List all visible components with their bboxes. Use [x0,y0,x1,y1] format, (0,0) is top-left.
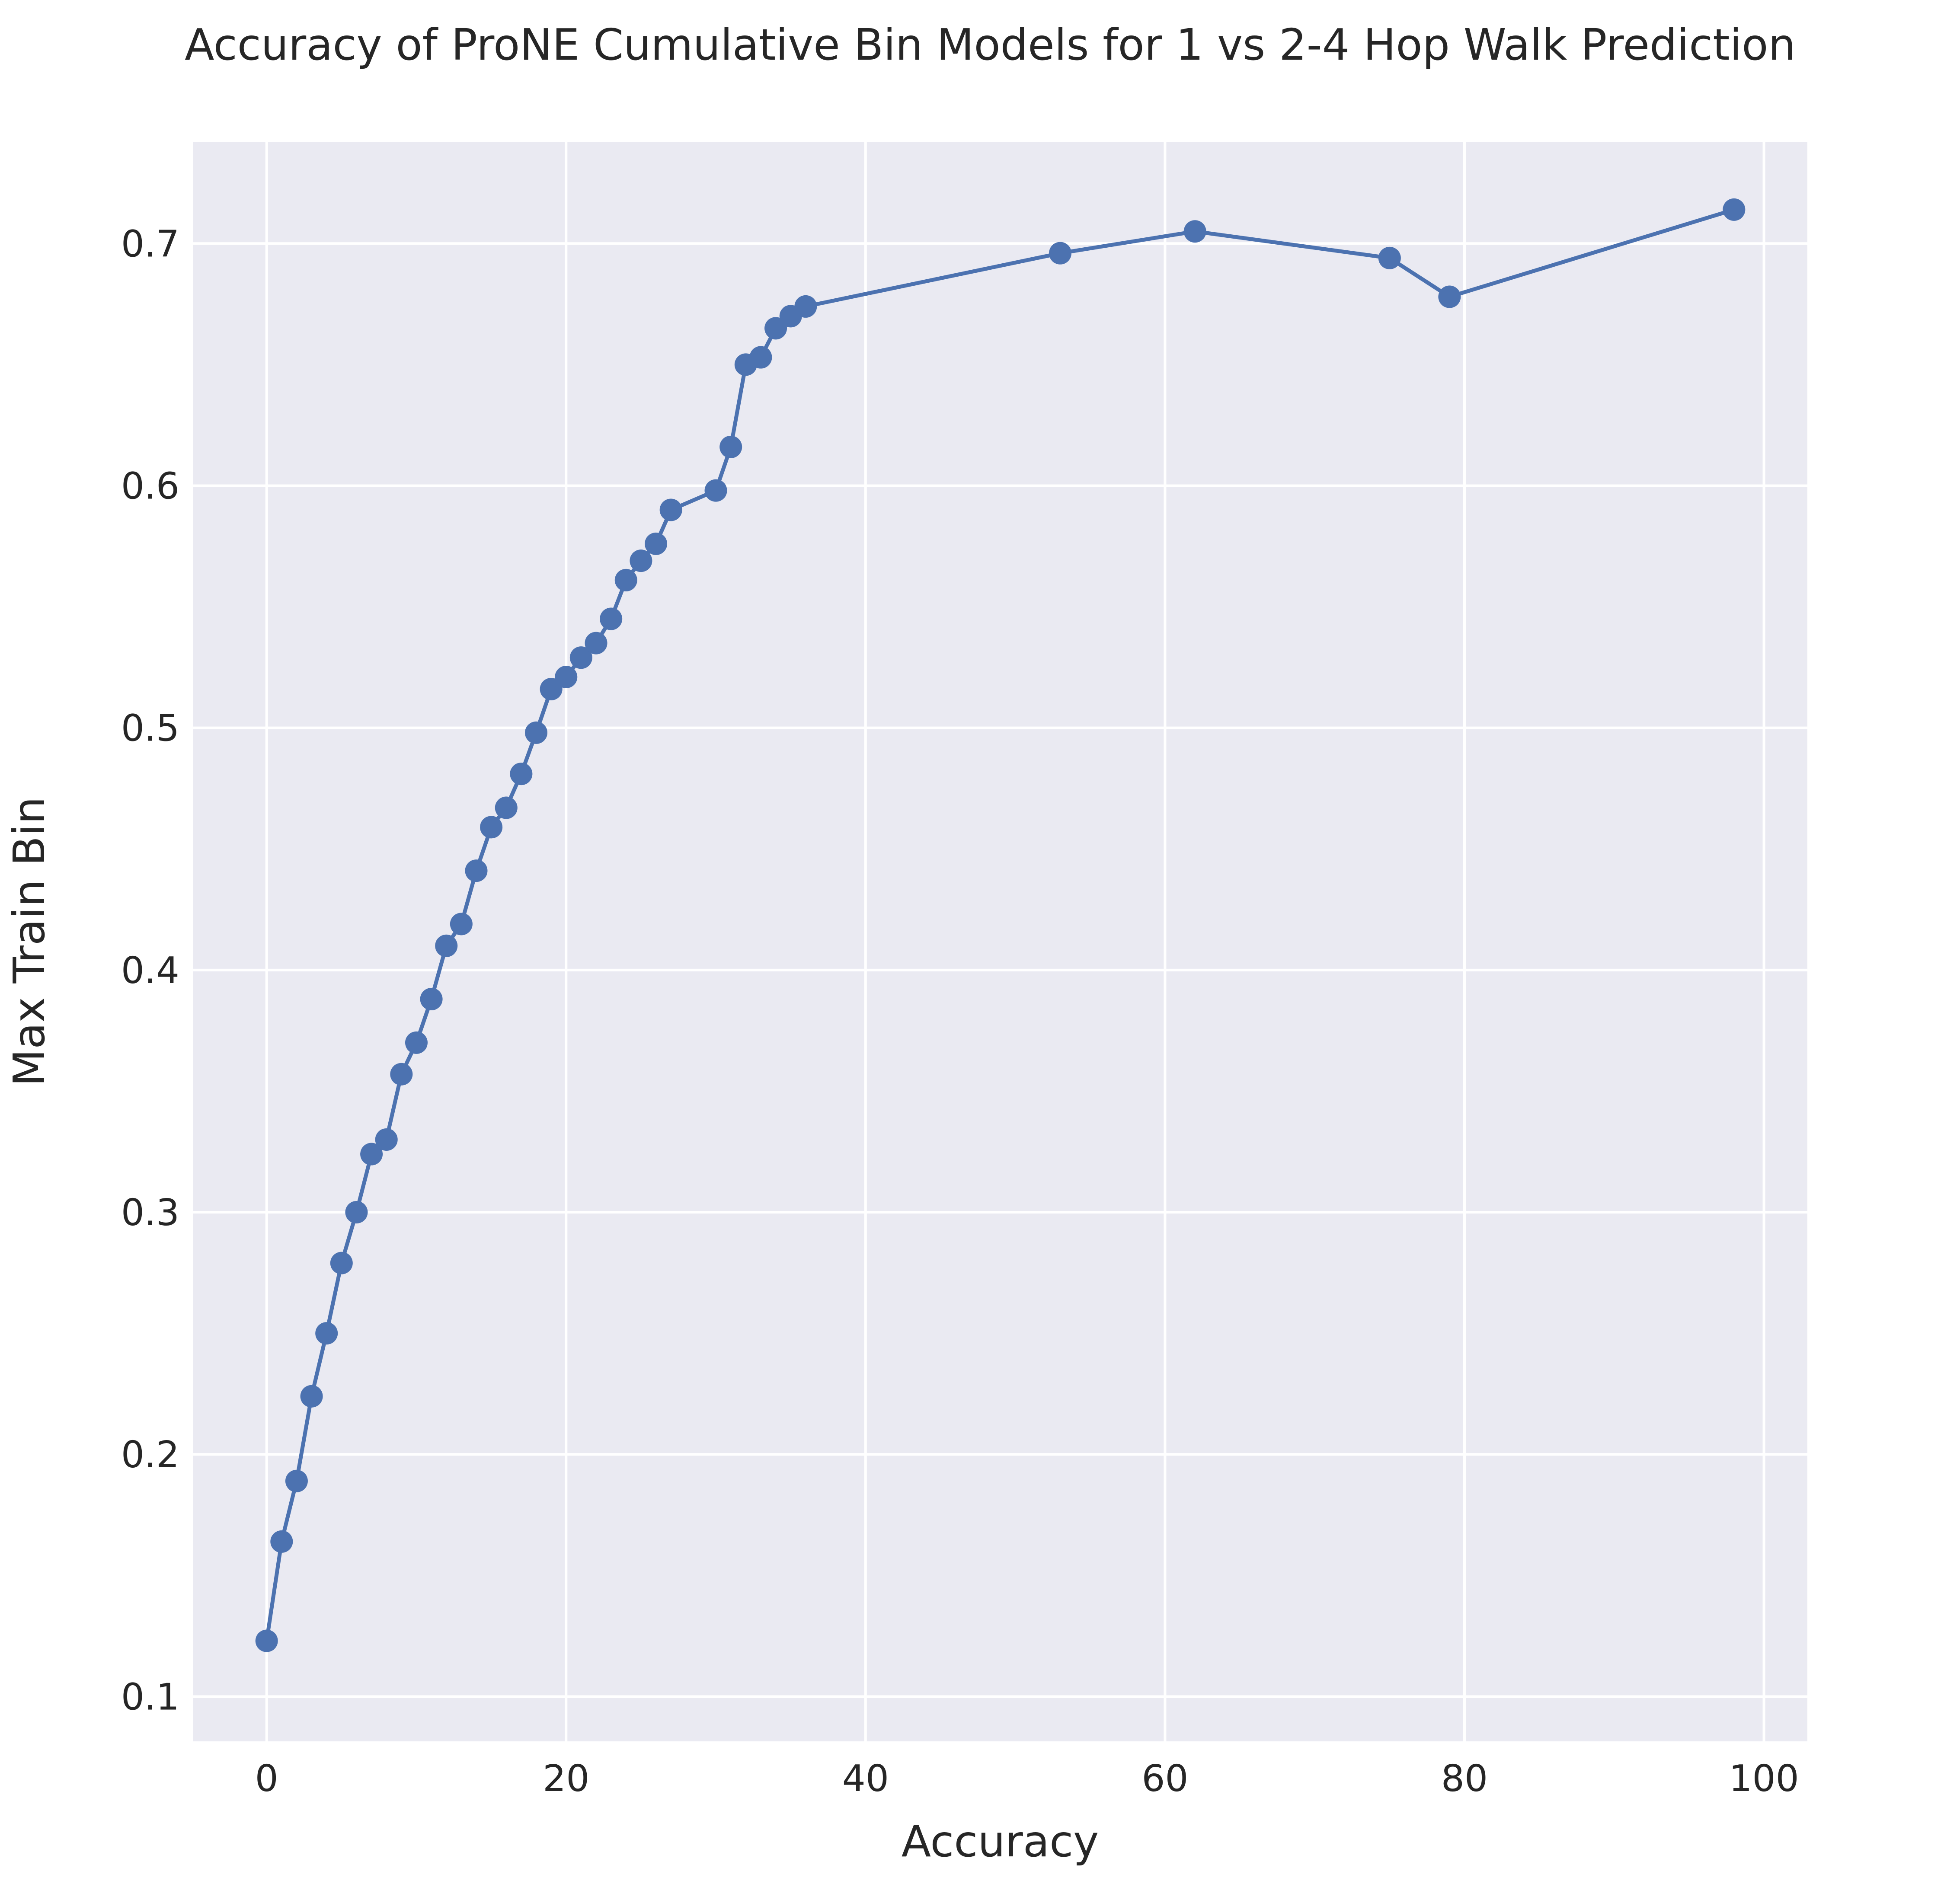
y-axis-ticks: 0.1 0.2 0.3 0.4 0.5 0.6 0.7 [121,223,179,1718]
data-point [285,1469,308,1492]
data-point [749,346,772,369]
y-tick-label: 0.1 [121,1676,179,1718]
x-tick-label: 40 [842,1757,889,1800]
plot-area [193,142,1807,1741]
x-tick-label: 0 [255,1757,278,1800]
data-point [510,763,533,786]
data-point [525,721,548,744]
data-point [300,1385,323,1408]
data-point [315,1322,338,1345]
data-point [585,632,608,655]
series-group [255,198,1746,1652]
data-point [1049,242,1072,265]
y-tick-label: 0.6 [121,465,179,508]
data-point [405,1031,428,1054]
data-point [1438,285,1461,308]
data-point [450,913,473,936]
x-tick-label: 80 [1441,1757,1488,1800]
data-point [540,678,563,701]
data-point [345,1201,368,1224]
data-point [1183,220,1206,243]
data-point [270,1530,293,1553]
data-point [645,532,668,555]
y-tick-label: 0.2 [121,1434,179,1476]
y-tick-label: 0.5 [121,707,179,750]
x-axis-ticks: 0 20 40 60 80 100 [255,1757,1799,1800]
data-point [630,549,652,572]
data-point [1378,246,1401,269]
chart-title: Accuracy of ProNE Cumulative Bin Models … [185,19,1796,70]
x-tick-label: 20 [543,1757,589,1800]
data-point [614,568,637,591]
data-point [704,479,727,502]
y-tick-label: 0.4 [121,949,179,992]
data-point [330,1252,353,1274]
data-point [495,796,518,819]
data-point [794,295,817,318]
data-point [719,435,742,458]
data-point [1723,198,1746,221]
data-point [465,859,488,882]
x-tick-label: 60 [1141,1757,1188,1800]
data-point [435,934,458,957]
y-tick-label: 0.7 [121,223,179,265]
data-point [420,988,443,1011]
y-axis-label: Max Train Bin [4,797,54,1086]
data-point [360,1143,383,1166]
y-gridlines [193,242,1807,1698]
data-point [375,1128,398,1151]
data-point [255,1629,278,1652]
x-axis-label: Accuracy [902,1816,1099,1867]
data-point [569,646,592,669]
data-point [764,317,787,340]
y-tick-label: 0.3 [121,1191,179,1234]
data-point [555,666,578,689]
data-point [600,607,623,630]
data-point [390,1063,413,1086]
data-point [480,816,503,839]
data-point [659,498,682,521]
x-gridlines [265,142,1765,1741]
x-tick-label: 100 [1729,1757,1799,1800]
